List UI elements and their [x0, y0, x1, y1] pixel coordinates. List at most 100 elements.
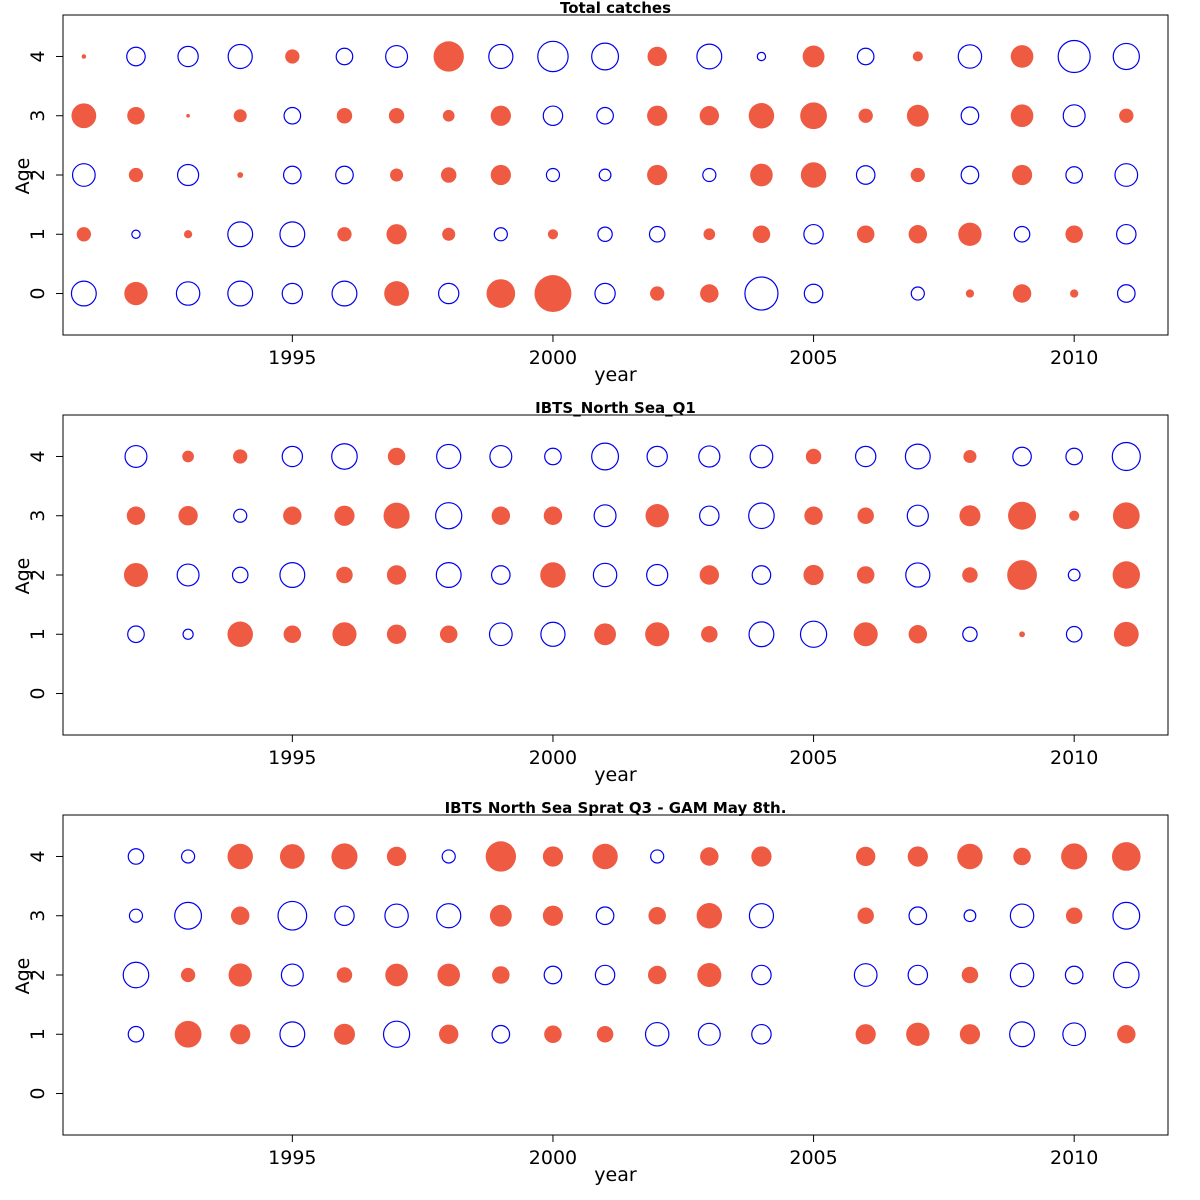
bubble-positive [1112, 561, 1141, 589]
bubble-negative [71, 163, 96, 187]
bubble-negative [1112, 42, 1140, 71]
bubble-negative [491, 1024, 511, 1044]
bubble-negative [127, 625, 145, 644]
bubble-negative [279, 1021, 306, 1048]
y-tick-label: 0 [27, 1087, 49, 1099]
bubble-positive [237, 172, 244, 178]
x-axis-label: year [594, 764, 637, 786]
bubble-negative [963, 909, 977, 923]
bubble-positive [752, 225, 771, 244]
bubble-positive [856, 225, 875, 244]
bubble-negative [277, 900, 308, 931]
bubble-positive [440, 167, 457, 183]
bubble-negative [1012, 446, 1032, 467]
bubble-negative [1065, 447, 1084, 466]
bubble-negative [180, 849, 196, 864]
bubble-positive [957, 843, 983, 870]
bubble-negative [177, 45, 199, 68]
bubble-positive [124, 281, 148, 306]
bubble-positive [592, 843, 618, 870]
bubble-negative [280, 963, 304, 987]
bubble-positive [908, 225, 928, 244]
bubble-negative [646, 563, 669, 587]
bubble-negative [957, 44, 983, 69]
bubble-positive [1012, 284, 1032, 303]
bubble-positive [1065, 907, 1083, 925]
bubble-negative [751, 964, 772, 986]
bubble-positive [230, 906, 250, 925]
bubble-positive [645, 504, 669, 528]
bubble-positive [1113, 621, 1139, 647]
bubble-negative [854, 445, 877, 468]
bubble-positive [1019, 631, 1025, 638]
bubble-negative [542, 105, 564, 127]
bubble-negative [905, 562, 931, 588]
bubble-positive [1061, 843, 1088, 870]
bubble-negative [335, 165, 354, 185]
bubble-positive [751, 846, 772, 867]
bubble-positive [853, 622, 878, 647]
bubble-negative [751, 565, 772, 585]
y-tick-label: 3 [27, 910, 49, 922]
bubble-negative [650, 849, 665, 864]
bubble-positive [490, 105, 511, 126]
bubble-positive [386, 565, 407, 585]
bubble-negative [1112, 901, 1141, 930]
bubble-positive [1069, 510, 1080, 521]
x-tick-label: 2010 [1050, 1147, 1098, 1169]
bubble-negative [175, 281, 201, 306]
bubble-positive [1010, 104, 1034, 128]
bubble-positive [647, 965, 667, 985]
bubble-negative [744, 276, 779, 311]
bubble-negative [231, 566, 249, 584]
bubble-positive [442, 109, 455, 122]
plot-frame-2 [62, 414, 1169, 736]
bubble-negative [544, 447, 562, 466]
bubble-positive [485, 841, 517, 872]
y-tick-label: 2 [27, 969, 49, 981]
y-tick-label: 1 [27, 228, 49, 240]
bubble-negative [1009, 962, 1035, 988]
bubble-positive [958, 222, 982, 246]
bubble-positive [283, 506, 302, 525]
bubble-positive [186, 113, 190, 118]
bubble-negative [131, 229, 141, 239]
bubble-negative [174, 901, 203, 930]
bubble-positive [910, 167, 925, 183]
bubble-positive [650, 286, 665, 301]
bubble-negative [227, 221, 254, 248]
y-axis-label: Age [12, 158, 34, 195]
bubble-positive [383, 502, 410, 529]
bubble-positive [442, 227, 456, 241]
bubble-positive [491, 506, 511, 525]
bubble-negative [855, 165, 876, 185]
bubble-negative [962, 626, 978, 643]
bubble-positive [962, 567, 978, 583]
bubble-positive [647, 164, 668, 186]
bubble-negative [799, 620, 828, 648]
bubble-negative [803, 283, 824, 304]
bubble-positive [906, 1022, 930, 1046]
bubble-negative [490, 565, 511, 585]
bubble-positive [128, 167, 144, 183]
y-tick-label: 4 [27, 850, 49, 862]
bubble-positive [386, 224, 407, 245]
bubble-positive [1013, 847, 1031, 866]
bubble-negative [488, 622, 513, 647]
bubble-negative [907, 964, 929, 986]
y-tick-label: 2 [27, 169, 49, 181]
bubble-positive [963, 449, 977, 464]
bubble-negative [910, 286, 925, 301]
bubble-positive [858, 108, 873, 123]
bubble-negative [382, 1020, 411, 1048]
bubble-negative [1062, 1022, 1087, 1047]
bubble-negative [1116, 284, 1136, 303]
bubble-negative [596, 106, 614, 125]
bubble-negative [227, 43, 253, 70]
bubble-negative [960, 106, 980, 126]
bubble-negative [227, 280, 254, 307]
bubble-negative [279, 221, 306, 248]
bubble-negative [1064, 965, 1084, 985]
bubble-negative [283, 106, 302, 125]
bubble-positive [178, 506, 198, 526]
